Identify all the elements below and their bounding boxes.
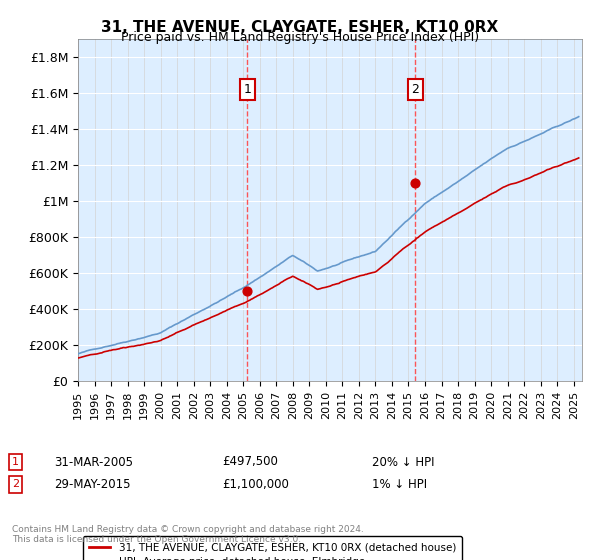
Text: 20% ↓ HPI: 20% ↓ HPI: [372, 455, 434, 469]
Legend: 31, THE AVENUE, CLAYGATE, ESHER, KT10 0RX (detached house), HPI: Average price, : 31, THE AVENUE, CLAYGATE, ESHER, KT10 0R…: [83, 536, 462, 560]
Text: 2: 2: [12, 479, 19, 489]
Point: [410, 179, 420, 188]
Text: £497,500: £497,500: [222, 455, 278, 469]
Point: [242, 287, 252, 296]
Text: Price paid vs. HM Land Registry's House Price Index (HPI): Price paid vs. HM Land Registry's House …: [121, 31, 479, 44]
Text: 31-MAR-2005: 31-MAR-2005: [54, 455, 133, 469]
Text: 31, THE AVENUE, CLAYGATE, ESHER, KT10 0RX: 31, THE AVENUE, CLAYGATE, ESHER, KT10 0R…: [101, 20, 499, 35]
Text: 1: 1: [12, 457, 19, 467]
Text: Contains HM Land Registry data © Crown copyright and database right 2024.
This d: Contains HM Land Registry data © Crown c…: [12, 525, 364, 544]
Text: 29-MAY-2015: 29-MAY-2015: [54, 478, 131, 491]
Text: 2: 2: [412, 83, 419, 96]
Text: 1: 1: [244, 83, 251, 96]
Text: £1,100,000: £1,100,000: [222, 478, 289, 491]
Text: 1% ↓ HPI: 1% ↓ HPI: [372, 478, 427, 491]
